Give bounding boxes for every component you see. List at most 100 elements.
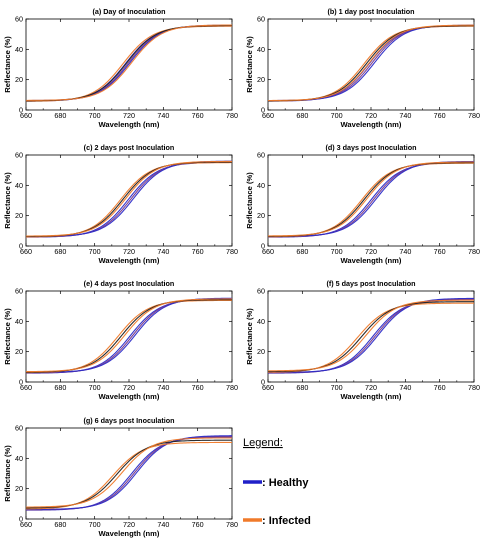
x-tick-label: 760: [192, 247, 204, 256]
x-tick-label: 660: [20, 383, 32, 392]
y-tick-label: 40: [15, 45, 23, 54]
y-tick-label: 20: [257, 211, 265, 220]
y-tick-label: 0: [19, 378, 23, 387]
y-tick-label: 60: [257, 287, 265, 296]
x-tick-label: 700: [89, 520, 101, 529]
series-line-healthy-2: [25, 435, 233, 511]
series-line-healthy-3: [267, 160, 475, 237]
y-axis-label: Reflectance (%): [3, 172, 12, 229]
series-line-healthy-1: [267, 162, 475, 238]
x-axis-label: Wavelength (nm): [99, 120, 160, 129]
series-line-healthy-3: [267, 24, 475, 102]
x-tick-label: 700: [331, 383, 343, 392]
x-tick-label: 660: [262, 247, 274, 256]
x-tick-label: 660: [262, 111, 274, 120]
y-tick-label: 40: [257, 317, 265, 326]
y-tick-label: 0: [19, 515, 23, 524]
y-tick-label: 60: [257, 15, 265, 24]
x-tick-label: 700: [331, 247, 343, 256]
chart-panel-7: (g) 6 days post Inoculation 660 680 700 720 7…: [3, 416, 238, 538]
chart-panel-6: (f) 5 days post Inoculation 660 680 700 720 7…: [245, 279, 480, 401]
x-axis-label: Wavelength (nm): [99, 256, 160, 265]
x-tick-label: 660: [20, 520, 32, 529]
y-axis-label: Reflectance (%): [245, 36, 254, 93]
x-tick-label: 720: [123, 111, 135, 120]
x-tick-label: 740: [399, 247, 411, 256]
x-tick-label: 760: [434, 383, 446, 392]
y-tick-label: 0: [19, 106, 23, 115]
x-axis-label: Wavelength (nm): [341, 120, 402, 129]
x-tick-label: 720: [365, 383, 377, 392]
chart-panel-4: (d) 3 days post Inoculation 660 680 700 720 7…: [245, 143, 480, 265]
y-axis-label: Reflectance (%): [245, 308, 254, 365]
panel-title: (f) 5 days post Inoculation: [326, 279, 415, 288]
y-tick-label: 20: [257, 347, 265, 356]
series-line-infected-2: [25, 439, 233, 509]
series-line-healthy-1: [25, 298, 233, 374]
x-tick-label: 780: [226, 520, 238, 529]
x-tick-label: 680: [54, 383, 66, 392]
plot-frame: [267, 290, 475, 383]
y-tick-label: 0: [261, 242, 265, 251]
x-tick-label: 780: [468, 247, 480, 256]
chart-panel-1: (a) Day of Inoculation 660 680 700 720 740 760…: [3, 7, 238, 129]
series-line-infected-1: [25, 441, 232, 510]
y-axis-label: Reflectance (%): [3, 36, 12, 93]
series-line-healthy-3: [267, 297, 475, 373]
x-tick-label: 680: [296, 111, 308, 120]
x-tick-label: 720: [365, 111, 377, 120]
y-tick-label: 60: [15, 151, 23, 160]
x-axis-label: Wavelength (nm): [99, 529, 160, 538]
legend: Legend: : Healthy : Infected: [243, 437, 311, 527]
x-tick-label: 680: [296, 383, 308, 392]
series-line-healthy-1: [25, 436, 233, 511]
y-tick-label: 20: [15, 484, 23, 493]
panel-title: (d) 3 days post Inoculation: [325, 143, 416, 152]
legend-title: Legend:: [243, 437, 283, 449]
panel-title: (c) 2 days post Inoculation: [84, 143, 175, 152]
panel-title: (g) 6 days post Inoculation: [83, 416, 174, 425]
series-line-infected-3: [25, 298, 233, 373]
chart-panel-2: (b) 1 day post Inoculation 660 680 700 720 74…: [245, 7, 480, 129]
x-tick-label: 740: [157, 111, 169, 120]
x-tick-label: 680: [54, 247, 66, 256]
y-tick-label: 40: [15, 454, 23, 463]
y-tick-label: 40: [15, 317, 23, 326]
x-tick-label: 720: [123, 520, 135, 529]
x-tick-label: 740: [399, 383, 411, 392]
series-line-infected-2: [25, 299, 232, 373]
chart-panel-3: (c) 2 days post Inoculation 660 680 700 720 7…: [3, 143, 238, 265]
chart-panel-5: (e) 4 days post Inoculation 660 680 700 720 7…: [3, 279, 238, 401]
series-line-healthy-2: [267, 24, 475, 102]
series-line-infected-3: [25, 160, 233, 237]
legend-label-healthy: : Healthy: [262, 477, 309, 489]
series-line-healthy-1: [267, 299, 475, 374]
series-line-infected-3: [267, 161, 475, 237]
x-tick-label: 660: [20, 111, 32, 120]
x-tick-label: 680: [54, 111, 66, 120]
panels: (a) Day of Inoculation 660 680 700 720 740 760…: [3, 7, 480, 538]
x-tick-label: 760: [434, 247, 446, 256]
series-line-healthy-1: [25, 161, 233, 238]
y-tick-label: 0: [19, 242, 23, 251]
y-tick-label: 40: [257, 181, 265, 190]
series-line-infected-2: [267, 25, 475, 102]
series-line-healthy-3: [26, 297, 233, 373]
series-line-infected-1: [267, 302, 474, 373]
y-tick-label: 40: [15, 181, 23, 190]
series-line-infected-3: [267, 24, 475, 102]
x-tick-label: 660: [20, 247, 32, 256]
y-tick-label: 20: [257, 75, 265, 84]
x-axis-label: Wavelength (nm): [99, 392, 160, 401]
legend-label-infected: : Infected: [262, 515, 311, 527]
x-tick-label: 760: [192, 111, 204, 120]
x-tick-label: 740: [399, 111, 411, 120]
x-tick-label: 780: [226, 383, 238, 392]
x-tick-label: 740: [157, 520, 169, 529]
plot-frame: [25, 154, 233, 247]
panel-title: (b) 1 day post Inoculation: [327, 7, 414, 16]
series-line-healthy-3: [26, 435, 233, 510]
x-tick-label: 700: [89, 111, 101, 120]
x-tick-label: 700: [89, 383, 101, 392]
x-tick-label: 780: [468, 111, 480, 120]
